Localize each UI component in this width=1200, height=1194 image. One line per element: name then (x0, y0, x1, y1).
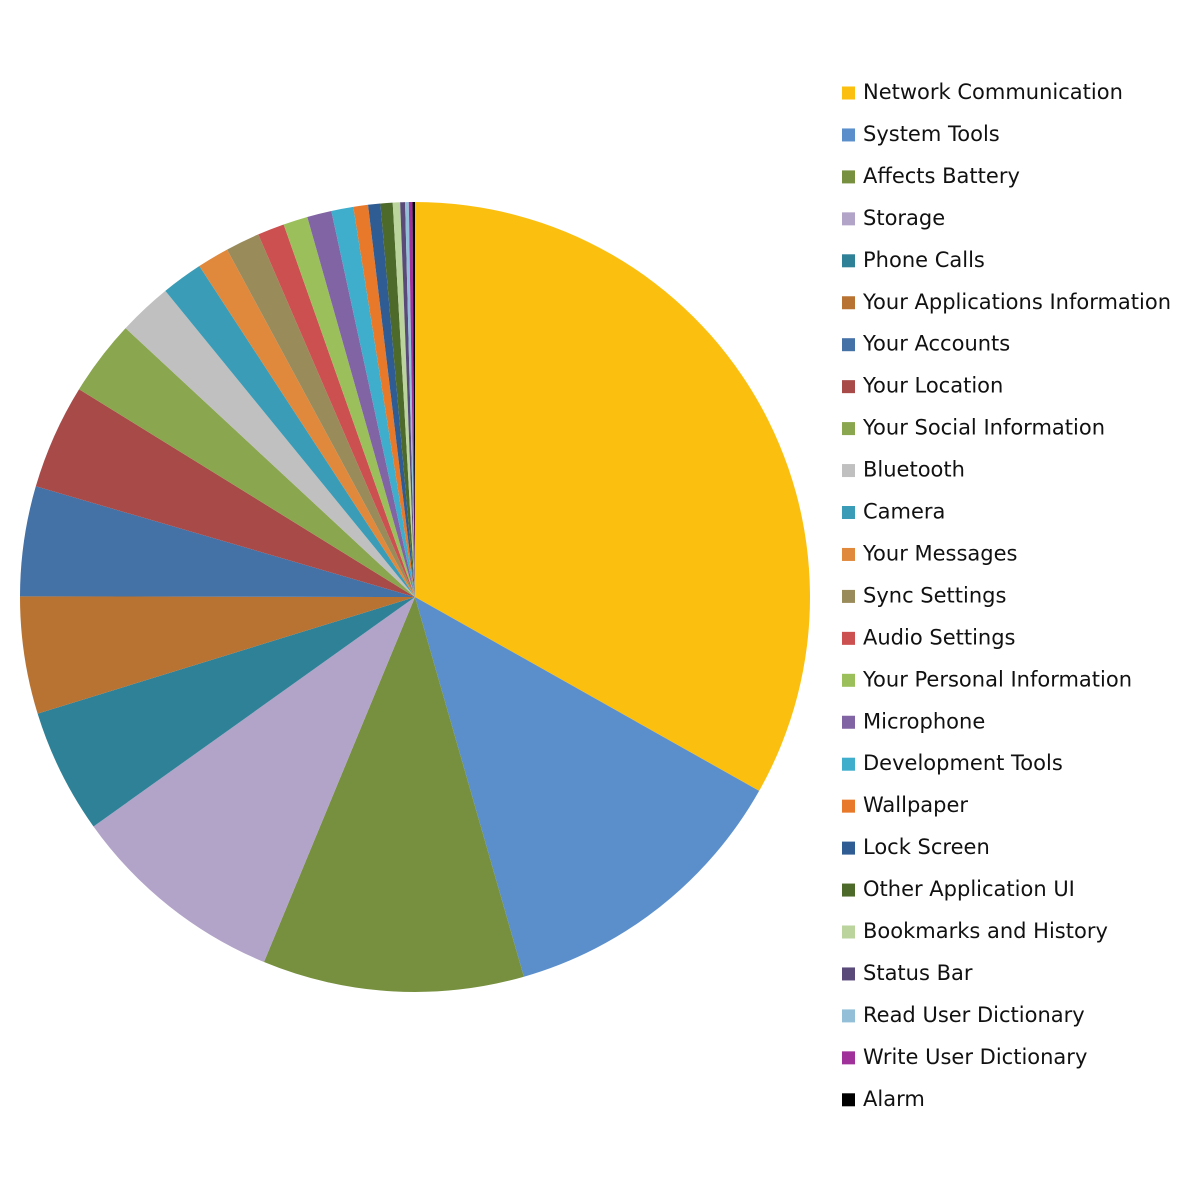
legend-label: Sync Settings (863, 583, 1006, 607)
legend-label: Your Accounts (862, 332, 1010, 356)
legend-swatch (842, 506, 855, 519)
legend-label: Lock Screen (863, 835, 990, 859)
legend-label: Bookmarks and History (863, 919, 1108, 943)
legend-swatch (842, 170, 855, 184)
legend-swatch (842, 464, 855, 478)
pie-slice (283, 216, 415, 598)
legend-label: Camera (863, 500, 945, 524)
legend-swatch (842, 338, 855, 352)
pie-slice (263, 597, 524, 992)
pie-slice (20, 596, 415, 714)
pie-slice (37, 597, 416, 827)
legend-label: Your Social Information (862, 416, 1105, 440)
pie-slice (368, 203, 415, 597)
legend-label: Alarm (863, 1087, 925, 1111)
pie-slice (380, 202, 415, 597)
legend-swatch (842, 1051, 855, 1065)
legend-swatch (842, 589, 855, 603)
pie-slice (258, 224, 415, 598)
pie-slice (353, 204, 415, 597)
legend-label: Development Tools (863, 751, 1063, 775)
pie-slice (35, 389, 415, 597)
pie-slice (405, 202, 415, 597)
legend-swatch (842, 254, 855, 268)
legend-label: Your Location (862, 374, 1003, 398)
legend-label: Network Communication (863, 80, 1123, 104)
legend-label: Phone Calls (863, 248, 985, 272)
legend-label: Audio Settings (863, 625, 1016, 649)
legend-swatch (842, 967, 855, 981)
pie-slice (412, 202, 415, 597)
pie-slice (227, 234, 415, 597)
pie-slice (307, 210, 415, 597)
pie-slice (93, 597, 416, 962)
legend-swatch (842, 925, 855, 939)
legend-swatch (842, 1009, 855, 1023)
legend-label: Status Bar (863, 961, 973, 985)
legend-label: Affects Battery (863, 164, 1020, 188)
pie-slice (165, 266, 415, 597)
legend-label: Storage (863, 206, 945, 230)
legend-swatch (842, 673, 855, 687)
legend-swatch (842, 128, 855, 142)
pie-slice (331, 206, 415, 598)
pie-slice (79, 328, 415, 597)
legend-label: Bluetooth (863, 458, 965, 482)
legend-swatch (842, 86, 855, 100)
pie-slice (400, 202, 415, 597)
legend-label: Your Messages (862, 541, 1018, 565)
legend-swatch (842, 841, 855, 855)
pie-slice (199, 249, 415, 597)
legend-swatch (842, 631, 855, 645)
legend-swatch (842, 547, 855, 561)
legend-label: Other Application UI (863, 877, 1075, 901)
legend-label: Microphone (863, 709, 985, 733)
legend-swatch (842, 799, 855, 813)
legend-label: Read User Dictionary (863, 1003, 1085, 1027)
legend-label: Wallpaper (863, 793, 968, 817)
legend-swatch (842, 883, 855, 897)
legend-swatch (842, 212, 855, 226)
legend-label: System Tools (863, 122, 1000, 146)
pie-slice (392, 202, 415, 597)
legend-swatch (842, 1093, 855, 1107)
legend-label: Your Applications Information (862, 290, 1171, 314)
pie-slice (20, 486, 415, 597)
legend-label: Your Personal Information (862, 667, 1132, 691)
legend-swatch (842, 380, 855, 394)
pie-slice (415, 597, 760, 977)
legend-swatch (842, 422, 855, 436)
legend-swatch (842, 757, 855, 771)
pie-slice (415, 202, 810, 791)
pie-slice (125, 290, 415, 597)
pie-slice (408, 202, 415, 597)
legend-swatch (842, 296, 855, 310)
legend-swatch (842, 715, 855, 729)
legend-label: Write User Dictionary (863, 1045, 1087, 1069)
